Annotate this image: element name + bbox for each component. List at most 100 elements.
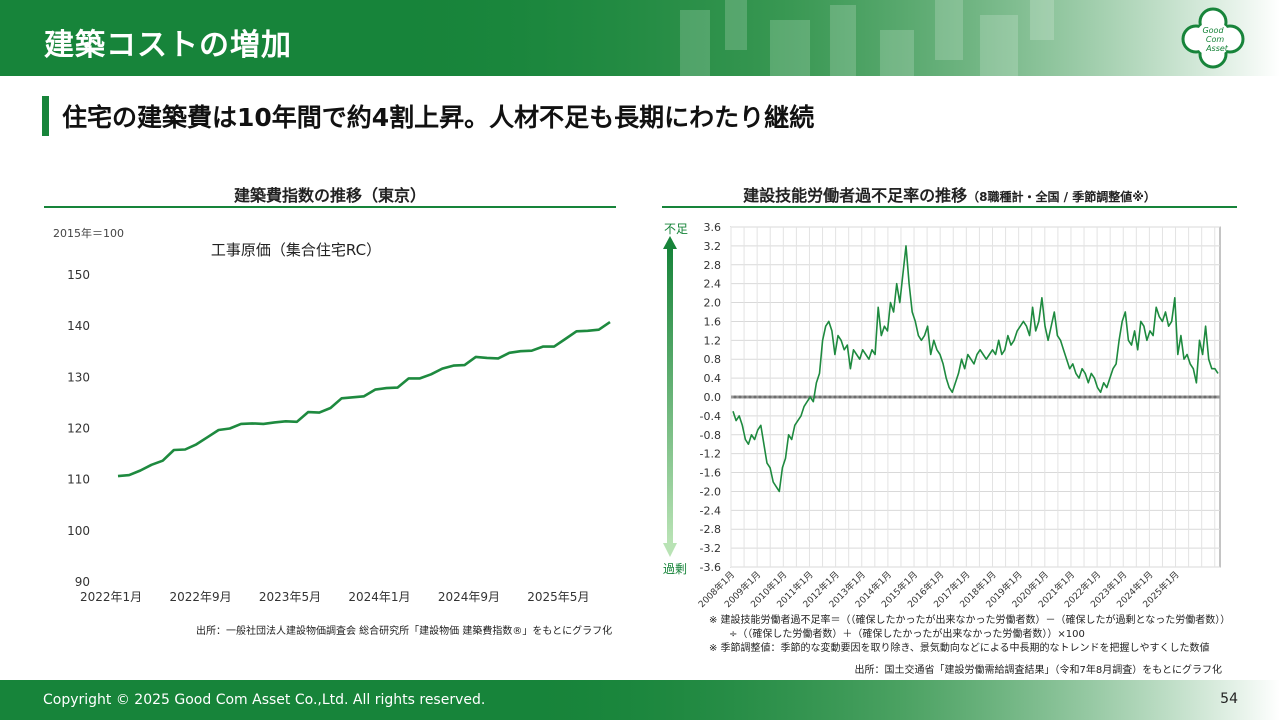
x-tick-label: 2022年1月 — [80, 590, 142, 604]
zero-line-marker — [1088, 395, 1092, 399]
zero-line-marker — [1158, 395, 1162, 399]
zero-line-marker — [788, 395, 792, 399]
y-tick-label: 0.8 — [704, 353, 722, 366]
page-title: 建築コストの増加 — [44, 28, 292, 63]
zero-line-marker — [1168, 395, 1172, 399]
logo-text-2: Com — [1206, 35, 1224, 44]
construction-cost-index-chart: 2015年＝100 工事原価（集合住宅RC） 90 100 110 120 130 140… — [53, 226, 611, 604]
zero-line-marker — [843, 395, 847, 399]
zero-line-marker — [923, 395, 927, 399]
shortage-surplus-arrow — [663, 236, 677, 557]
y-tick-label: 90 — [75, 575, 90, 589]
zero-line-marker — [748, 395, 752, 399]
zero-line-marker — [958, 395, 962, 399]
y-tick-label: 140 — [67, 319, 90, 333]
series-label: 工事原価（集合住宅RC） — [211, 241, 381, 259]
zero-line-marker — [973, 395, 977, 399]
zero-line-marker — [803, 395, 807, 399]
left-chart-title: 建築費指数の推移（東京） — [233, 186, 426, 205]
zero-line-marker — [933, 395, 937, 399]
zero-line-marker — [883, 395, 887, 399]
page-subtitle: 住宅の建築費は10年間で約4割上昇。人材不足も長期にわたり継続 — [62, 103, 815, 132]
right-chart-title-small: （8職種計・全国 / 季節調整値※） — [967, 190, 1156, 204]
y-tick-label: -0.4 — [700, 410, 721, 423]
subtitle-accent-bar — [42, 96, 49, 136]
zero-line-marker — [893, 395, 897, 399]
zero-line-marker — [903, 395, 907, 399]
y-tick-label: 3.6 — [704, 221, 722, 234]
y-tick-label: 2.4 — [704, 278, 722, 291]
zero-line-marker — [793, 395, 797, 399]
right-source-note: 出所：国土交通省「建設労働需給調査結果」（令和7年8月調査）をもとにグラフ化 — [854, 665, 1222, 676]
right-chart-title: 建設技能労働者過不足率の推移（8職種計・全国 / 季節調整値※） — [662, 182, 1237, 206]
zero-line-marker — [993, 395, 997, 399]
zero-line-marker — [838, 395, 842, 399]
zero-line-marker — [1128, 395, 1132, 399]
zero-line-marker — [763, 395, 767, 399]
zero-line-marker — [1208, 395, 1212, 399]
y-tick-label: 130 — [67, 370, 90, 384]
right-title-underline — [662, 206, 1237, 208]
y-tick-label: 3.2 — [704, 240, 722, 253]
zero-line-marker — [1003, 395, 1007, 399]
zero-line-marker — [1083, 395, 1087, 399]
y-tick-label: -2.4 — [700, 504, 721, 517]
zero-line-marker — [1063, 395, 1067, 399]
zero-line-marker — [1143, 395, 1147, 399]
zero-line-marker — [1093, 395, 1097, 399]
zero-line-marker — [1033, 395, 1037, 399]
zero-line-marker — [953, 395, 957, 399]
logo-text-1: Good — [1202, 26, 1224, 35]
y-tick-label: -1.2 — [700, 448, 721, 461]
zero-line-marker — [1173, 395, 1177, 399]
zero-line-marker — [898, 395, 902, 399]
zero-line-marker — [773, 395, 777, 399]
series-line — [732, 245, 1219, 493]
footer-decoration — [520, 680, 1280, 720]
zero-line-marker — [1213, 395, 1217, 399]
zero-line-marker — [938, 395, 942, 399]
zero-line-marker — [818, 395, 822, 399]
zero-line-marker — [963, 395, 967, 399]
zero-line-marker — [783, 395, 787, 399]
y-tick-label: -2.0 — [700, 485, 721, 498]
labor-shortage-rate-chart: 不足 過剰 -3.6 -3.2 -2.8 -2.4 -2.0 -1.6 -1.2 -0.8 -0… — [663, 221, 1221, 610]
zero-line-marker — [908, 395, 912, 399]
y-tick-label: 150 — [67, 268, 90, 282]
y-tick-label: -3.2 — [700, 542, 721, 555]
zero-line-marker — [1123, 395, 1127, 399]
zero-line-marker — [1203, 395, 1207, 399]
zero-line-marker — [888, 395, 892, 399]
left-source-note: 出所：一般社団法人建設物価調査会 総合研究所「建設物価 建築費指数®」をもとにグ… — [196, 626, 613, 637]
zero-line-marker — [1133, 395, 1137, 399]
y-tick-label: 110 — [67, 473, 90, 487]
zero-line-marker — [988, 395, 992, 399]
y-tick-label: 1.6 — [704, 315, 722, 328]
zero-line-marker — [778, 395, 782, 399]
unit-note: 2015年＝100 — [53, 226, 124, 240]
y-tick-label: -0.8 — [700, 429, 721, 442]
x-tick-label: 2024年9月 — [438, 590, 500, 604]
zero-line-marker — [1048, 395, 1052, 399]
zero-line-marker — [733, 395, 737, 399]
zero-line-marker — [1113, 395, 1117, 399]
zero-line-marker — [1198, 395, 1202, 399]
x-tick-label: 2025年5月 — [527, 590, 589, 604]
zero-line-marker — [1098, 395, 1102, 399]
zero-line-marker — [743, 395, 747, 399]
copyright-text: Copyright © 2025 Good Com Asset Co.,Ltd.… — [43, 692, 486, 708]
company-logo: Good Com Asset — [1181, 7, 1245, 69]
zero-line-marker — [1178, 395, 1182, 399]
y-tick-label: 2.8 — [704, 259, 722, 272]
series-line — [117, 321, 611, 478]
shortage-label: 不足 — [664, 222, 688, 236]
zero-line-marker — [833, 395, 837, 399]
zero-line-marker — [1183, 395, 1187, 399]
zero-line-marker — [1153, 395, 1157, 399]
zero-line-marker — [978, 395, 982, 399]
y-tick-label: -3.6 — [700, 561, 721, 574]
zero-line-marker — [1013, 395, 1017, 399]
zero-line-marker — [918, 395, 922, 399]
zero-line-marker — [1038, 395, 1042, 399]
zero-line-marker — [1068, 395, 1072, 399]
